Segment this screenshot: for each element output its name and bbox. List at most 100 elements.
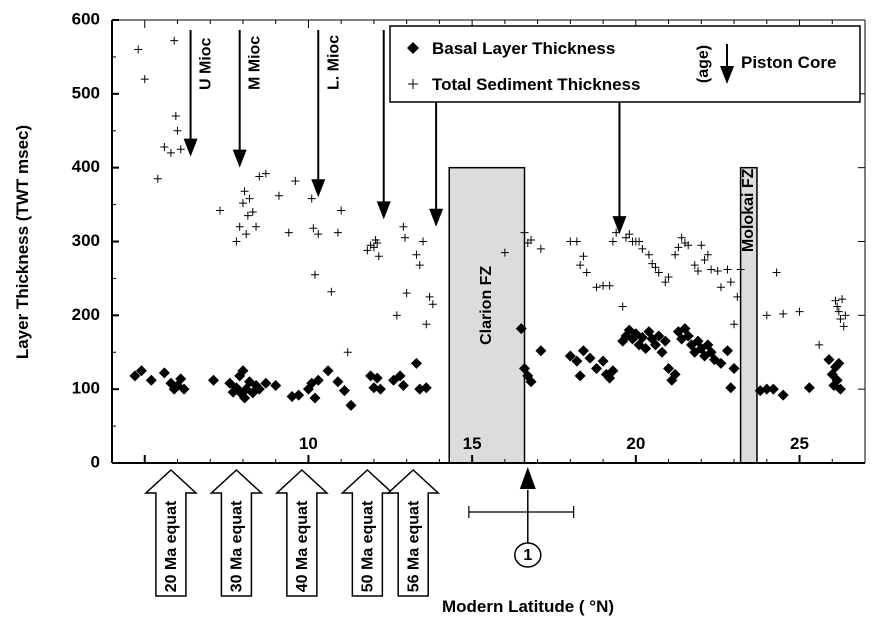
total-sediment-point bbox=[677, 233, 686, 242]
fracture-zone-label: Molokai FZ bbox=[740, 168, 757, 252]
basal-layer-point bbox=[659, 335, 671, 347]
total-sediment-point bbox=[700, 255, 709, 264]
total-sediment-point bbox=[608, 237, 617, 246]
legend-basal-label: Basal Layer Thickness bbox=[432, 39, 615, 58]
arrowhead bbox=[376, 201, 391, 220]
y-tick-label: 200 bbox=[72, 305, 100, 324]
total-sediment-point bbox=[363, 246, 372, 255]
basal-layer-point bbox=[374, 383, 386, 395]
arrowhead bbox=[720, 66, 734, 84]
total-sediment-point bbox=[216, 206, 225, 215]
total-sediment-point bbox=[703, 250, 712, 259]
total-sediment-point bbox=[716, 283, 725, 292]
basal-layer-point bbox=[260, 377, 272, 389]
total-sediment-point bbox=[815, 340, 824, 349]
plot-layer: Clarion FZ Molokai FZ 0 100 200 300 400 500 600 1… bbox=[72, 9, 866, 471]
basal-layer-point bbox=[725, 382, 737, 394]
total-sediment-point bbox=[674, 243, 683, 252]
total-sediment-point bbox=[592, 283, 601, 292]
total-sediment-point bbox=[654, 268, 663, 277]
basal-layer-point bbox=[571, 355, 583, 367]
y-tick-label: 400 bbox=[72, 157, 100, 176]
total-sediment-point bbox=[284, 228, 293, 237]
arrowhead bbox=[183, 138, 198, 157]
total-sediment-point bbox=[240, 187, 249, 196]
total-sediment-point bbox=[373, 238, 382, 247]
total-sediment-point bbox=[242, 230, 251, 239]
total-sediment-point bbox=[415, 261, 424, 270]
arrowhead bbox=[612, 216, 627, 235]
total-sediment-point bbox=[291, 176, 300, 185]
reference-circle bbox=[514, 542, 542, 568]
basal-layer-point bbox=[338, 385, 350, 397]
total-sediment-point bbox=[134, 45, 143, 54]
total-sediment-point bbox=[572, 237, 581, 246]
total-sediment-point bbox=[772, 268, 781, 277]
legend-core-label: Piston Core bbox=[741, 53, 836, 72]
legend-age-label: (age) bbox=[695, 45, 712, 83]
fracture-zone-box bbox=[448, 166, 526, 464]
total-sediment-point bbox=[836, 315, 845, 324]
total-sediment-point bbox=[337, 206, 346, 215]
total-sediment-point bbox=[425, 292, 434, 301]
total-sediment-point bbox=[651, 263, 660, 272]
total-sediment-point bbox=[733, 292, 742, 301]
basal-layer-point bbox=[834, 383, 846, 395]
basal-layer-point bbox=[663, 362, 675, 374]
equator-arrow: 40 Ma equat bbox=[274, 468, 329, 597]
total-sediment-point bbox=[713, 267, 722, 276]
legend-plus-icon bbox=[408, 79, 418, 89]
total-sediment-point bbox=[622, 233, 631, 242]
total-sediment-point bbox=[243, 211, 252, 220]
reference-marker: 1 bbox=[468, 467, 575, 568]
total-sediment-point bbox=[176, 145, 185, 154]
basal-layer-point bbox=[636, 331, 648, 343]
total-sediment-point bbox=[171, 111, 180, 120]
basal-layer-point bbox=[332, 376, 344, 388]
total-sediment-point bbox=[422, 320, 431, 329]
total-sediment-point bbox=[401, 233, 410, 242]
total-sediment-point bbox=[638, 244, 647, 253]
piston-core-age-label: L. Mioc bbox=[325, 35, 342, 90]
total-sediment-point bbox=[238, 199, 247, 208]
basal-layer-point bbox=[158, 367, 170, 379]
total-sediment-point bbox=[170, 36, 179, 45]
total-sediment-point bbox=[235, 222, 244, 231]
basal-layer-point bbox=[525, 376, 537, 388]
total-sediment-point bbox=[261, 169, 270, 178]
equator-arrow: 50 Ma equat bbox=[340, 468, 395, 597]
total-sediment-point bbox=[779, 309, 788, 318]
total-sediment-point bbox=[402, 289, 411, 298]
equator-arrow-shape bbox=[386, 468, 441, 597]
basal-layer-point bbox=[607, 365, 619, 377]
basal-layer-point bbox=[135, 365, 147, 377]
basal-layer-point bbox=[574, 370, 586, 382]
basal-layer-point bbox=[649, 339, 661, 351]
basal-layer-point bbox=[270, 379, 282, 391]
total-sediment-point bbox=[795, 307, 804, 316]
basal-layer-point bbox=[420, 382, 432, 394]
reference-arrowhead bbox=[519, 467, 536, 489]
basal-layer-point bbox=[293, 389, 305, 401]
basal-layer-point bbox=[309, 392, 321, 404]
total-sediment-point bbox=[399, 222, 408, 231]
basal-layer-point bbox=[715, 357, 727, 369]
basal-layer-point bbox=[564, 350, 576, 362]
y-tick-label: 100 bbox=[72, 379, 100, 398]
equator-arrow-label: 20 Ma equat bbox=[163, 500, 180, 592]
basal-layer-point bbox=[591, 362, 603, 374]
reference-label: 1 bbox=[523, 547, 532, 564]
y-tick-label: 300 bbox=[72, 231, 100, 250]
total-sediment-point bbox=[762, 311, 771, 320]
total-sediment-point bbox=[726, 278, 735, 287]
total-sediment-point bbox=[248, 207, 257, 216]
basal-layer-point bbox=[669, 368, 681, 380]
basal-layer-point bbox=[410, 357, 422, 369]
basal-layer-point bbox=[721, 345, 733, 357]
total-sediment-point bbox=[838, 295, 847, 304]
total-sediment-point bbox=[536, 244, 545, 253]
basal-layer-point bbox=[831, 374, 843, 386]
piston-core-age-label: M Mioc bbox=[247, 36, 264, 90]
legend-diamond-icon bbox=[407, 42, 419, 54]
piston-core-arrow bbox=[376, 30, 391, 220]
